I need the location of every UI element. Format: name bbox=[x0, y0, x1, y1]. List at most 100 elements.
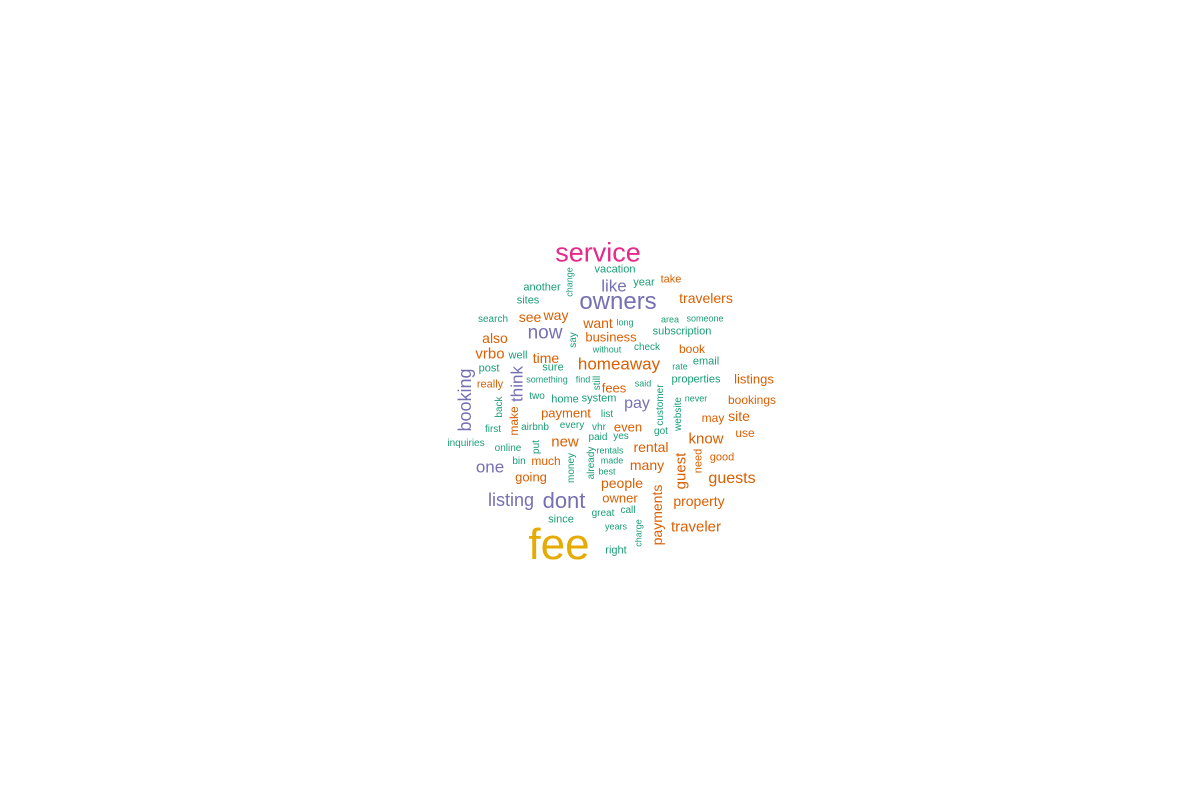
word-post: post bbox=[478, 362, 500, 375]
word-time: time bbox=[532, 350, 560, 366]
word-call: call bbox=[620, 505, 636, 516]
word-fee: fee bbox=[528, 520, 590, 569]
word-year: year bbox=[633, 276, 655, 289]
word-even: even bbox=[613, 419, 643, 435]
word-vacation: vacation bbox=[594, 263, 636, 276]
word-booking: booking bbox=[455, 368, 475, 432]
word-said: said bbox=[634, 378, 652, 389]
word-pay: pay bbox=[624, 395, 650, 412]
word-say: say bbox=[568, 332, 579, 348]
word-good: good bbox=[709, 451, 735, 464]
word-bin: bin bbox=[512, 456, 526, 467]
word-every: every bbox=[559, 420, 585, 431]
word-best: best bbox=[598, 466, 616, 477]
word-bookings: bookings bbox=[727, 393, 777, 407]
word-another: another bbox=[523, 281, 561, 294]
word-travelers: travelers bbox=[679, 290, 733, 306]
word-list: list bbox=[600, 409, 614, 420]
word-many: many bbox=[629, 457, 665, 473]
word-dont: dont bbox=[542, 488, 586, 513]
word-need: need bbox=[692, 448, 705, 474]
word-rental: rental bbox=[633, 439, 669, 455]
word-something: something bbox=[526, 374, 568, 385]
word-new: new bbox=[551, 433, 579, 451]
word-one: one bbox=[475, 457, 505, 477]
word-home: home bbox=[551, 393, 579, 406]
word-sites: sites bbox=[516, 294, 540, 307]
word-listing: listing bbox=[487, 490, 535, 510]
word-property: property bbox=[673, 493, 725, 509]
word-rentals: rentals bbox=[596, 445, 624, 456]
word-homeaway: homeaway bbox=[577, 354, 661, 374]
word-well: well bbox=[508, 349, 528, 362]
word-site: site bbox=[728, 408, 750, 424]
word-made: made bbox=[600, 455, 624, 466]
word-rate: rate bbox=[672, 361, 688, 372]
word-great: great bbox=[591, 508, 615, 519]
word-listings: listings bbox=[734, 371, 774, 387]
word-guest: guest bbox=[672, 452, 690, 490]
word-take: take bbox=[660, 273, 682, 286]
word-check: check bbox=[633, 342, 661, 353]
word-right: right bbox=[605, 544, 627, 557]
word-guests: guests bbox=[708, 470, 756, 487]
word-without: without bbox=[592, 344, 622, 355]
word-yes: yes bbox=[613, 431, 629, 442]
word-business: business bbox=[585, 329, 637, 345]
word-owner: owner bbox=[602, 490, 638, 506]
word-subscription: subscription bbox=[652, 325, 712, 338]
word-now: now bbox=[527, 322, 563, 344]
word-much: much bbox=[531, 454, 561, 468]
word-airbnb: airbnb bbox=[521, 422, 549, 433]
word-money: money bbox=[566, 452, 577, 484]
word-traveler: traveler bbox=[670, 518, 722, 536]
word-inquiries: inquiries bbox=[447, 438, 485, 449]
word-payment: payment bbox=[541, 405, 591, 421]
word-change: change bbox=[564, 267, 575, 297]
word-book: book bbox=[678, 342, 706, 356]
word-service: service bbox=[555, 237, 641, 268]
word-way: way bbox=[543, 307, 569, 323]
word-want: want bbox=[583, 315, 613, 331]
word-customer: customer bbox=[655, 384, 666, 426]
word-back: back bbox=[494, 396, 505, 418]
word-use: use bbox=[735, 426, 755, 440]
word-make: make bbox=[507, 406, 521, 436]
word-first: first bbox=[484, 424, 502, 435]
word-payments: payments bbox=[649, 484, 665, 546]
word-online: online bbox=[494, 443, 522, 454]
word-find: find bbox=[575, 374, 591, 385]
word-know: know bbox=[688, 430, 724, 448]
word-think: think bbox=[507, 366, 527, 402]
word-area: area bbox=[660, 314, 680, 325]
word-search: search bbox=[477, 314, 509, 325]
word-really: really bbox=[476, 378, 504, 391]
word-system: system bbox=[581, 392, 617, 405]
word-like: like bbox=[601, 276, 627, 296]
word-going: going bbox=[515, 469, 547, 485]
word-people: people bbox=[600, 475, 644, 491]
word-sure: sure bbox=[542, 361, 564, 374]
word-put: put bbox=[531, 440, 542, 454]
word-paid: paid bbox=[588, 432, 608, 443]
word-fees: fees bbox=[601, 380, 627, 396]
word-long: long bbox=[616, 317, 634, 328]
word-properties: properties bbox=[671, 373, 721, 386]
word-website: website bbox=[673, 397, 684, 431]
word-still: still bbox=[592, 375, 603, 391]
word-also: also bbox=[482, 330, 508, 346]
word-email: email bbox=[692, 355, 720, 368]
word-see: see bbox=[518, 309, 542, 325]
word-charge: charge bbox=[633, 519, 644, 547]
word-vhr: vhr bbox=[592, 422, 606, 433]
word-may: may bbox=[701, 411, 725, 425]
word-never: never bbox=[684, 393, 708, 404]
word-two: two bbox=[529, 391, 545, 402]
word-already: already bbox=[586, 446, 597, 480]
word-vrbo: vrbo bbox=[475, 345, 505, 363]
word-got: got bbox=[654, 426, 668, 437]
word-years: years bbox=[604, 521, 628, 532]
word-since: since bbox=[548, 513, 574, 526]
word-someone: someone bbox=[686, 313, 724, 324]
